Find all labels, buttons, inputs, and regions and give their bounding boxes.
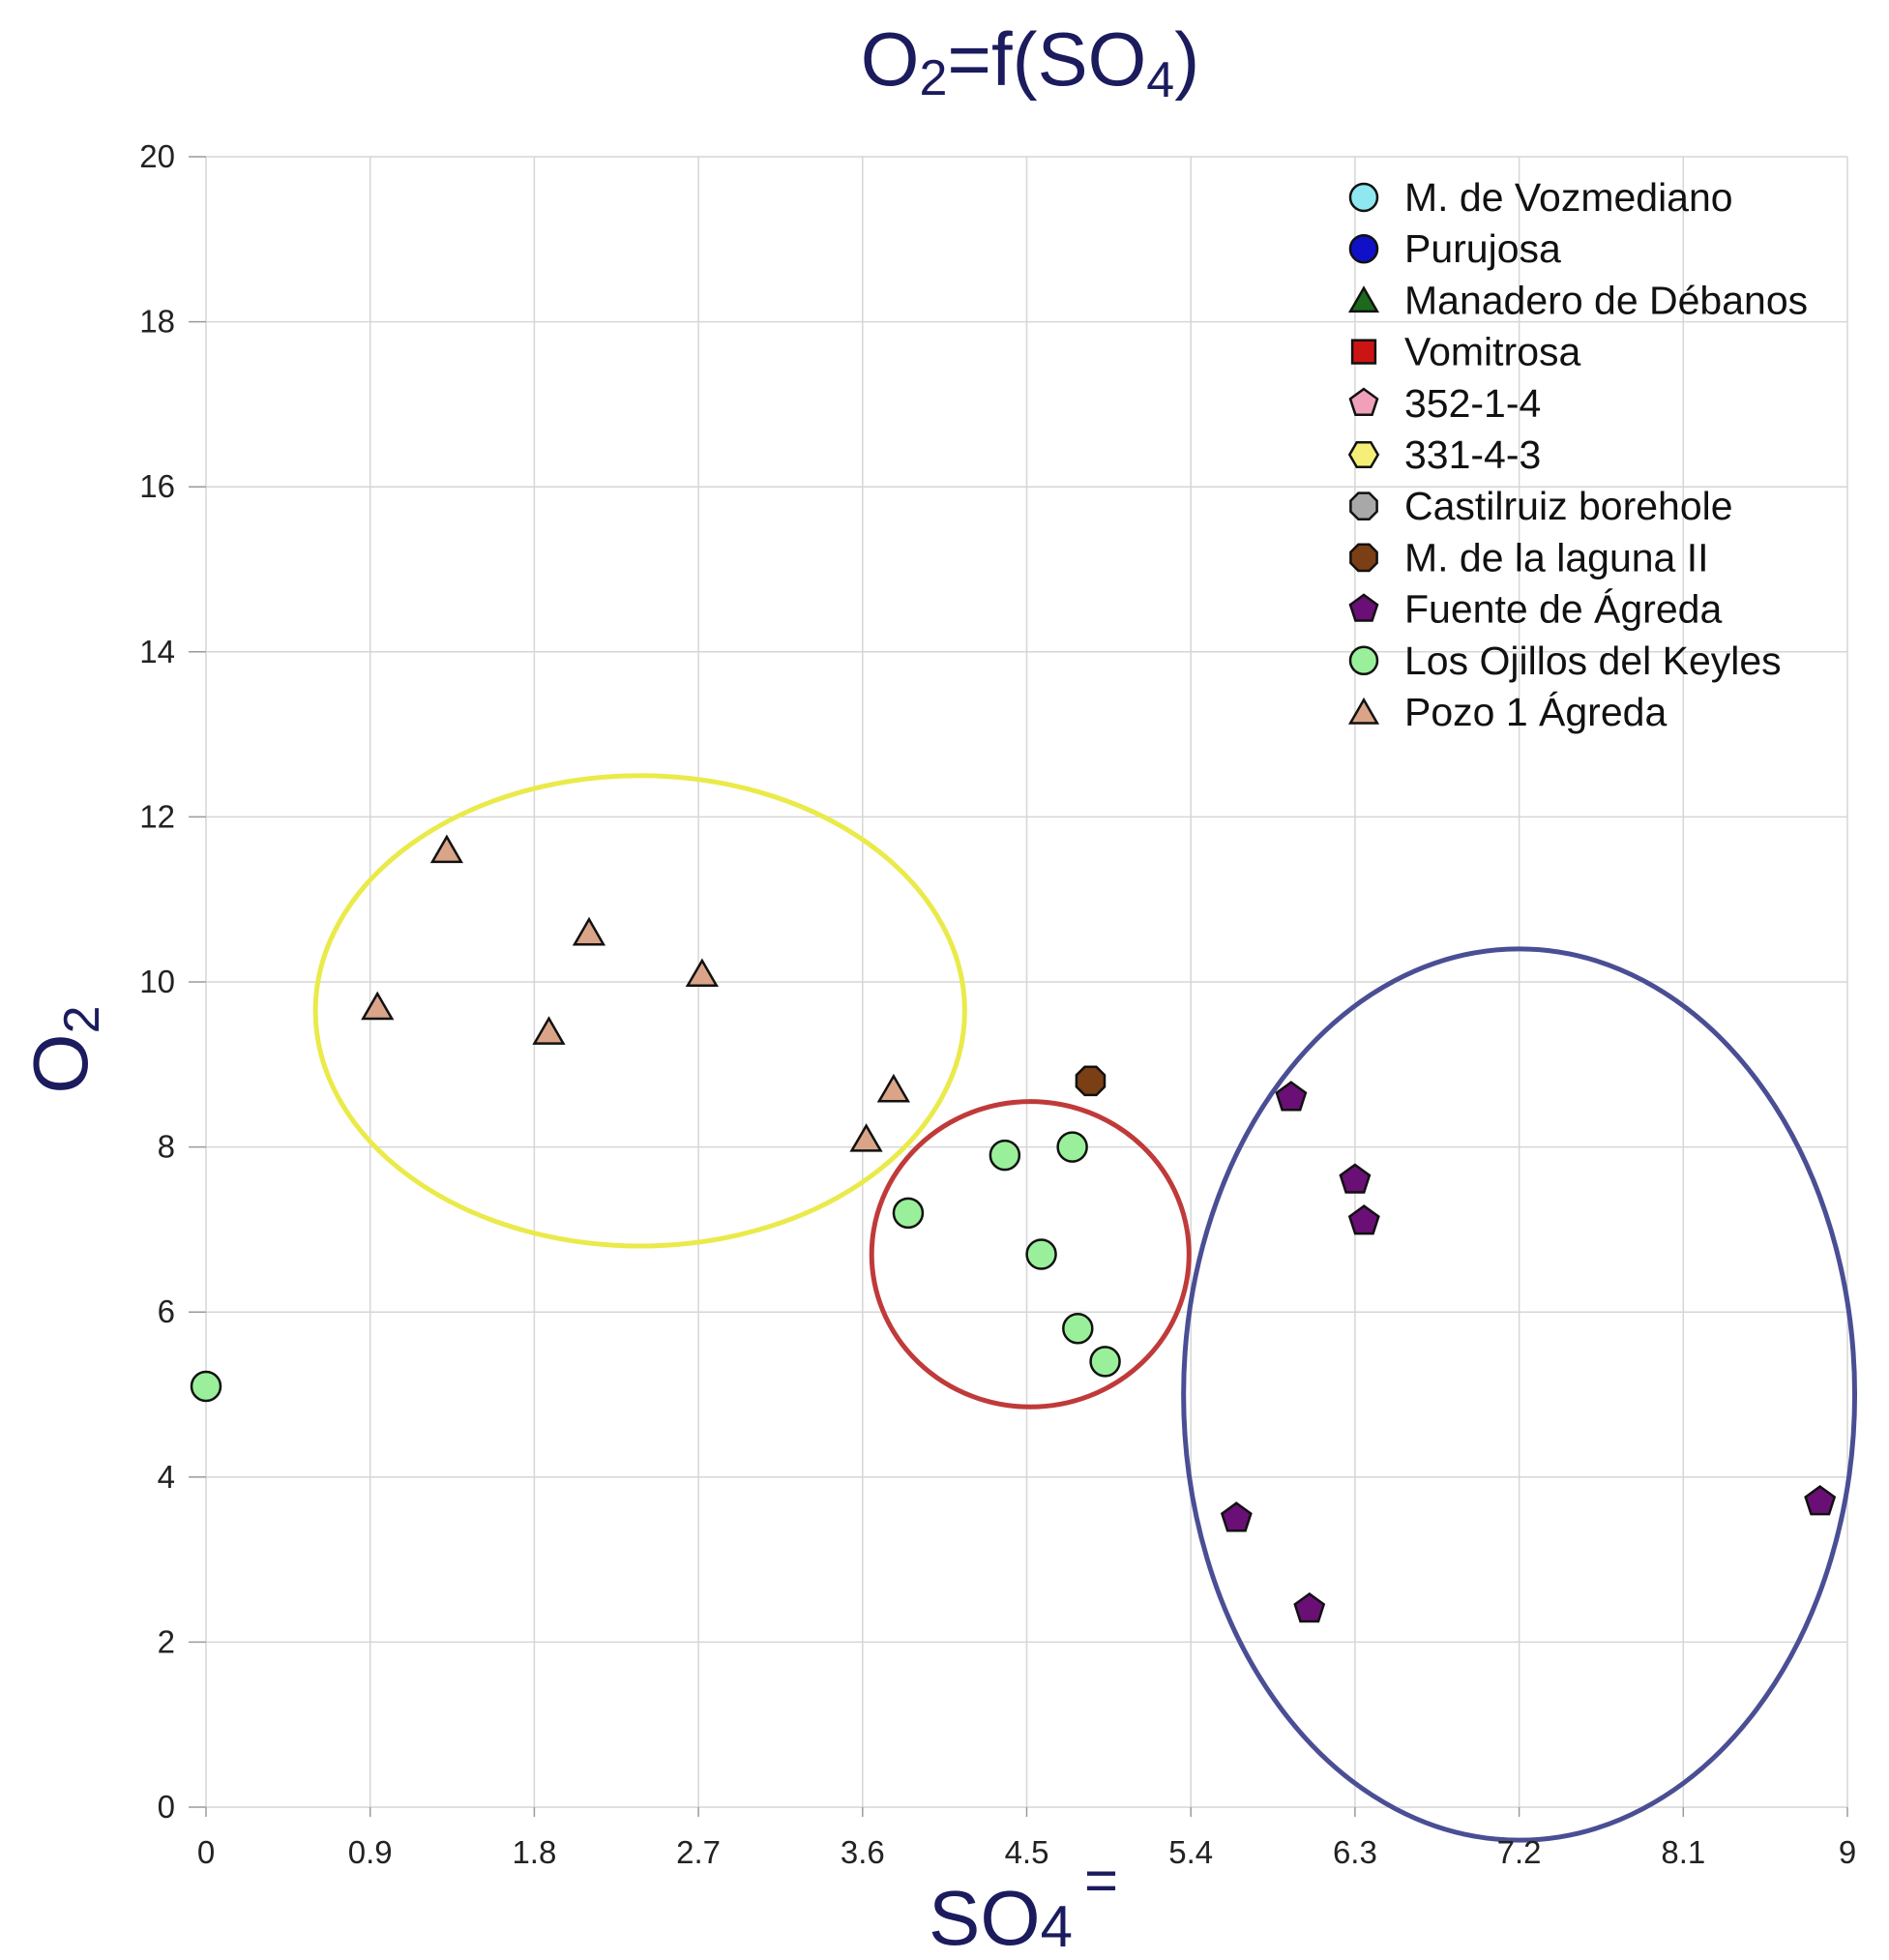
x-tick-label: 7.2	[1497, 1834, 1542, 1870]
data-point	[849, 1123, 883, 1152]
y-tick-label: 4	[158, 1459, 175, 1495]
y-tick-label: 2	[158, 1623, 175, 1659]
legend-label: Manadero de Débanos	[1404, 278, 1808, 322]
legend: M. de Vozmediano Purujosa Manadero de Déba…	[1347, 175, 1808, 734]
data-point	[1056, 1131, 1088, 1163]
x-axis-title: SO4=	[929, 1848, 1118, 1960]
y-axis-title: O2	[17, 1005, 110, 1093]
data-point	[1293, 1591, 1326, 1623]
x-tick-label: 0	[197, 1834, 215, 1870]
legend-label: Castilruiz borehole	[1404, 484, 1733, 528]
y-tick-label: 8	[158, 1129, 175, 1165]
data-point	[361, 991, 395, 1021]
data-point	[989, 1139, 1021, 1172]
ellipse-yellow-group	[312, 773, 967, 1249]
legend-label: M. de Vozmediano	[1404, 175, 1733, 220]
y-tick-label: 20	[139, 138, 175, 174]
data-point	[1075, 1065, 1107, 1097]
chart-title: O2=f(SO4)	[861, 16, 1199, 108]
y-tick-label: 12	[139, 798, 175, 834]
x-tick-label: 5.4	[1168, 1834, 1213, 1870]
legend-marker	[1350, 339, 1377, 365]
legend-label: 331-4-3	[1404, 432, 1541, 477]
x-tick-label: 1.8	[512, 1834, 556, 1870]
data-point	[532, 1016, 566, 1045]
data-point	[572, 916, 606, 946]
cluster-ellipses	[312, 773, 1858, 1843]
legend-marker	[1348, 593, 1379, 622]
data-point	[876, 1073, 910, 1103]
y-tick-label: 16	[139, 468, 175, 504]
legend-label: 352-1-4	[1404, 381, 1541, 426]
y-tick-label: 10	[139, 964, 175, 999]
x-tick-label: 2.7	[676, 1834, 721, 1870]
data-point	[1025, 1238, 1057, 1270]
legend-label: Los Ojillos del Keyles	[1404, 638, 1782, 683]
data-point	[685, 958, 719, 988]
x-tick-label: 4.5	[1005, 1834, 1049, 1870]
ellipse-blue-group	[1181, 946, 1858, 1843]
legend-marker	[1347, 697, 1380, 725]
x-tick-label: 3.6	[841, 1834, 885, 1870]
legend-marker	[1348, 182, 1379, 213]
data-point	[1339, 1163, 1372, 1194]
data-points	[190, 834, 1837, 1623]
data-point	[892, 1197, 925, 1230]
x-tick-label: 8.1	[1661, 1834, 1705, 1870]
data-point	[1062, 1313, 1094, 1345]
legend-marker	[1349, 491, 1378, 521]
y-tick-label: 18	[139, 304, 175, 340]
grid	[205, 156, 1848, 1808]
x-tick-label: 6.3	[1333, 1834, 1377, 1870]
y-tick-label: 14	[139, 634, 175, 669]
data-point	[429, 834, 463, 864]
legend-marker	[1348, 387, 1379, 416]
x-tick-label: 0.9	[348, 1834, 393, 1870]
legend-label: Vomitrosa	[1404, 330, 1580, 374]
ellipse-red-group	[869, 1099, 1192, 1410]
tick-labels: 0 0.9 1.8 2.7 3.6 4.5 5.4 6.3 7.2 8.1 9 0 2 4 6 8 10 12 14…	[139, 138, 1856, 1870]
legend-label: Fuente de Ágreda	[1404, 587, 1722, 632]
legend-label: Purujosa	[1404, 226, 1561, 271]
legend-marker	[1349, 543, 1378, 573]
data-point	[190, 1370, 222, 1403]
legend-label: Pozo 1 Ágreda	[1404, 690, 1667, 734]
data-point	[1089, 1346, 1121, 1378]
axes	[189, 156, 1848, 1817]
x-tick-label: 9	[1839, 1834, 1856, 1870]
data-point	[1347, 1204, 1380, 1235]
legend-marker	[1348, 233, 1379, 264]
data-point	[1275, 1081, 1308, 1112]
data-point	[1804, 1485, 1837, 1516]
y-tick-label: 0	[158, 1789, 175, 1825]
legend-marker	[1347, 285, 1380, 313]
legend-label: M. de la laguna II	[1404, 535, 1709, 579]
legend-marker	[1348, 645, 1379, 676]
y-tick-label: 6	[158, 1293, 175, 1329]
data-point	[1220, 1501, 1253, 1532]
legend-marker	[1347, 441, 1380, 468]
